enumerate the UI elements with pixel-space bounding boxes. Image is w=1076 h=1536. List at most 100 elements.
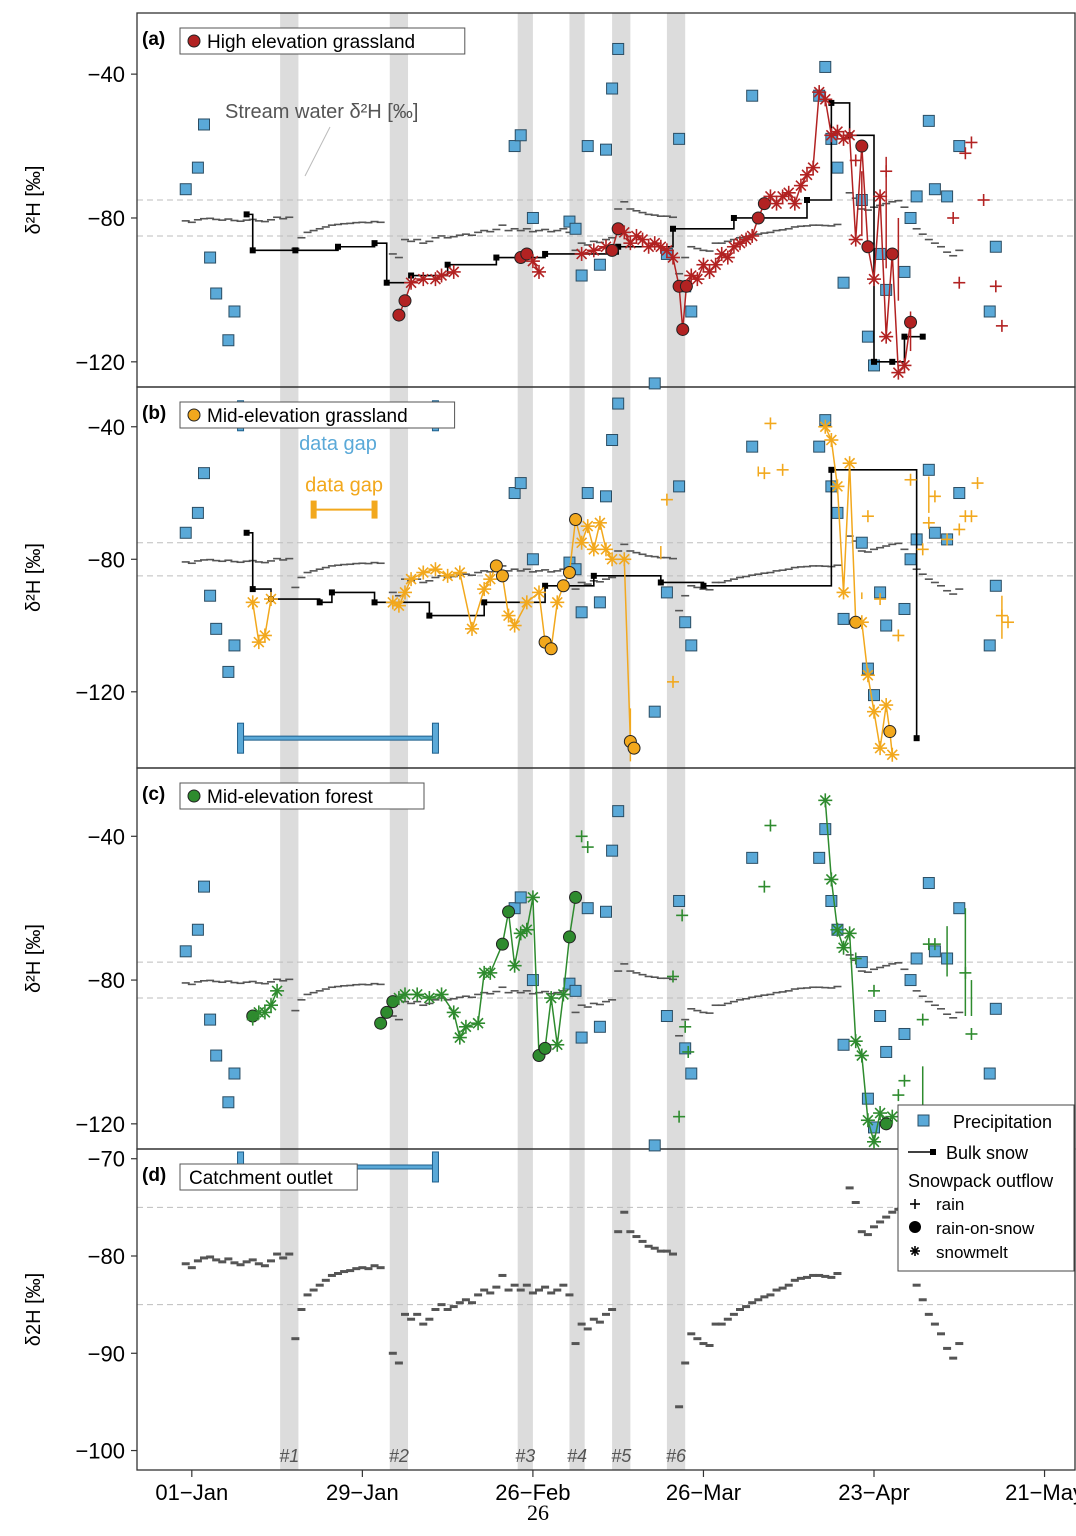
event-band xyxy=(517,13,533,1470)
bulk-snow-point xyxy=(481,599,488,606)
event-label: #3 xyxy=(515,1446,535,1466)
precipitation-point xyxy=(673,132,686,145)
precipitation-point xyxy=(191,923,204,936)
precipitation-point xyxy=(837,612,850,625)
rain-point xyxy=(575,830,588,843)
snowmelt-point xyxy=(860,668,875,683)
precipitation-series xyxy=(179,42,1002,1152)
rain-on-snow-point xyxy=(751,211,765,225)
rain-on-snow-point xyxy=(562,930,576,944)
precipitation-point xyxy=(648,705,661,718)
y-tick-label: −80 xyxy=(88,1244,125,1269)
rain-on-snow-point xyxy=(627,741,641,755)
rain-point xyxy=(868,984,880,997)
legend-outflow-title: Snowpack outflow xyxy=(908,1171,1054,1191)
rain-point xyxy=(947,211,960,224)
snowmelt-point xyxy=(745,228,760,243)
precipitation-point xyxy=(989,1002,1002,1015)
snowmelt-point xyxy=(257,628,272,643)
rain-point xyxy=(916,1013,929,1026)
snowmelt-point xyxy=(446,1005,461,1020)
precipitation-point xyxy=(928,526,941,539)
snowmelt-point xyxy=(556,987,571,1002)
y-axis-label: δ²H [‰] xyxy=(23,924,45,993)
snowmelt-point xyxy=(452,565,467,580)
precipitation-point xyxy=(983,639,996,652)
snowmelt-point xyxy=(659,243,674,258)
snowmelt-point xyxy=(690,272,705,287)
snowmelt-point xyxy=(873,1106,888,1121)
precipitation-point xyxy=(861,1092,874,1105)
bulk-snow-point xyxy=(316,599,323,606)
snowmelt-point xyxy=(824,872,839,887)
y-tick-label: −120 xyxy=(75,350,125,375)
legend: Precipitation Bulk snow Snowpack outflow ra… xyxy=(897,1104,1075,1272)
panel-title-box xyxy=(179,27,466,55)
panel-labels: (a) High elevation grassland Stream water … xyxy=(142,27,687,1466)
snowmelt-point xyxy=(446,264,461,279)
rain-point xyxy=(965,136,978,149)
precipitation-point xyxy=(612,42,625,55)
precipitation-point xyxy=(831,161,844,174)
precipitation-point xyxy=(179,945,192,958)
snowmelt-point xyxy=(477,582,492,597)
precipitation-point xyxy=(191,506,204,519)
y-tick-label: −80 xyxy=(88,206,125,231)
event-label: #2 xyxy=(389,1446,409,1466)
rain-point xyxy=(989,280,1002,293)
snowmelt-point xyxy=(897,358,912,373)
panel-title: Mid-elevation forest xyxy=(207,787,374,808)
event-band xyxy=(389,13,409,1470)
precipitation-point xyxy=(819,60,832,73)
bulk-snow-point xyxy=(700,582,707,589)
snowmelt-point xyxy=(818,92,833,107)
y-tick-label: −100 xyxy=(75,1439,125,1464)
precipitation-point xyxy=(983,305,996,318)
precipitation-point xyxy=(673,894,686,907)
precipitation-point xyxy=(928,183,941,196)
bulk-snow-point xyxy=(371,599,378,606)
precipitation-point xyxy=(983,1067,996,1080)
panel-title-box xyxy=(179,401,456,429)
rain-point xyxy=(849,952,862,965)
snowmelt-point xyxy=(824,128,839,143)
precipitation-point xyxy=(508,140,521,153)
rain-on-snow-point xyxy=(544,642,558,656)
panel-letter: (c) xyxy=(142,784,165,805)
snowmelt-point xyxy=(769,196,784,211)
y-axis-label: δ2H [‰] xyxy=(23,1273,45,1346)
snowmelt-point xyxy=(867,1134,881,1149)
y-axis-label: δ²H [‰] xyxy=(23,166,45,235)
rain-point xyxy=(904,473,917,486)
bulk-snow-point xyxy=(542,582,549,589)
bulk-snow-point xyxy=(335,243,341,250)
precipitation-point xyxy=(819,823,832,836)
precipitation-point xyxy=(868,1121,880,1134)
snowmelt-point xyxy=(550,595,565,610)
snowmelt-point xyxy=(842,456,857,471)
bulk-snow-point xyxy=(408,272,415,279)
bulk-snow-point xyxy=(292,247,299,254)
precipitation-point xyxy=(210,1049,223,1062)
y-tick-label: −70 xyxy=(88,1147,125,1172)
precipitation-point xyxy=(880,619,893,632)
x-tick-label: 21−May xyxy=(1005,1480,1076,1505)
snowmelt-point xyxy=(599,542,613,557)
legend-rain-marker xyxy=(910,1199,920,1209)
precipitation-point xyxy=(685,305,698,318)
precipitation-point xyxy=(581,487,594,500)
precipitation-point xyxy=(593,258,606,271)
snowmelt-point xyxy=(264,592,278,607)
precipitation-point xyxy=(673,480,686,493)
rain-point xyxy=(928,490,941,503)
y-tick-label: −40 xyxy=(88,62,125,87)
rain-point xyxy=(1002,616,1014,629)
snowmelt-point xyxy=(465,621,479,636)
precipitation-point xyxy=(204,589,217,602)
precipitation-point xyxy=(222,665,235,678)
panel-title-box xyxy=(179,782,425,810)
bulk-snow-point xyxy=(426,612,433,619)
snowmelt-point xyxy=(818,793,833,808)
snowmelt-point xyxy=(848,1034,863,1049)
snowmelt-point xyxy=(416,565,431,580)
